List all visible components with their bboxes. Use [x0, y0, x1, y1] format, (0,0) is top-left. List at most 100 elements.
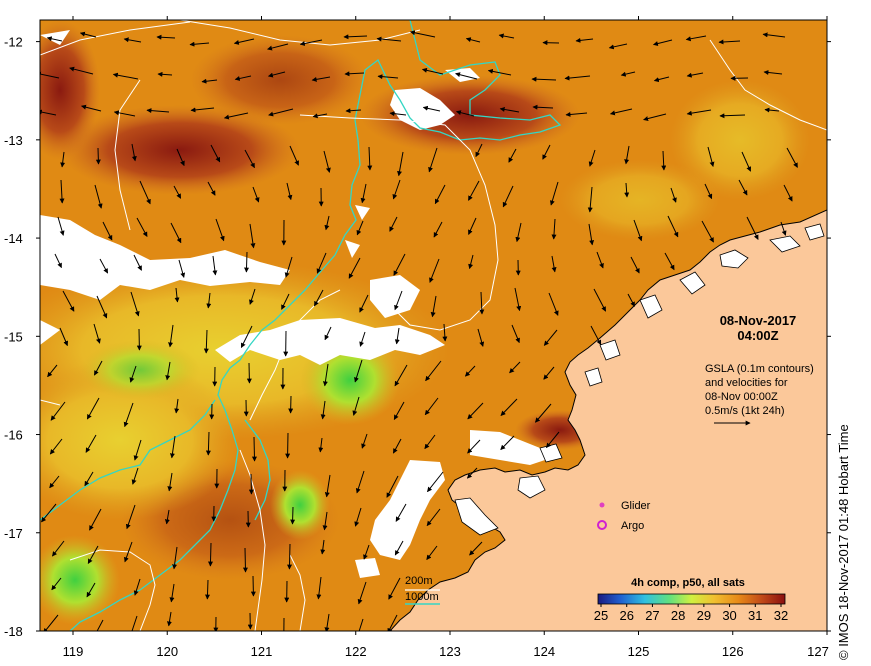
lat-tick-label: -14 [4, 231, 23, 246]
velocity-arrow [467, 402, 484, 420]
velocity-arrow [763, 69, 783, 75]
map-date: 08-Nov-2017 [720, 313, 797, 328]
velocity-arrow [464, 365, 476, 377]
velocity-arrow [475, 143, 483, 158]
velocity-arrow [532, 104, 554, 110]
velocity-arrow [156, 34, 176, 40]
velocity-arrow [670, 187, 677, 203]
velocity-arrow [389, 216, 398, 232]
velocity-arrow [316, 252, 327, 274]
velocity-arrow [587, 186, 593, 213]
velocity-arrow [354, 507, 362, 527]
velocity-arrow [455, 110, 475, 117]
velocity-arrow [701, 220, 714, 243]
velocity-arrow [514, 287, 522, 312]
lat-tick-label: -17 [4, 526, 23, 541]
velocity-arrow [86, 397, 100, 420]
velocity-arrow [359, 331, 366, 347]
velocity-arrow [99, 258, 109, 274]
velocity-arrow [267, 43, 289, 51]
velocity-arrow [242, 547, 248, 573]
velocity-arrow [316, 576, 322, 600]
velocity-arrow [565, 111, 588, 117]
lon-tick-label: 122 [345, 644, 367, 659]
velocity-arrow [397, 151, 404, 177]
velocity-arrow [542, 144, 551, 160]
velocity-arrow [324, 326, 332, 341]
velocity-arrow [113, 110, 136, 117]
velocity-arrow [348, 257, 361, 279]
argo-marker [597, 520, 607, 530]
lon-tick-label: 125 [628, 644, 650, 659]
velocity-arrow [427, 471, 444, 493]
colorbar [597, 593, 786, 605]
velocity-arrow [87, 545, 99, 564]
velocity-arrow [133, 439, 142, 461]
velocity-arrow [215, 218, 225, 242]
velocity-arrow [780, 221, 787, 236]
velocity-arrow [323, 150, 331, 173]
velocity-arrow [43, 614, 59, 631]
cool-anomaly [80, 340, 200, 400]
velocity-arrow [468, 254, 474, 270]
velocity-arrow [387, 614, 398, 631]
velocity-arrow [358, 618, 364, 631]
velocity-arrow [546, 431, 560, 449]
velocity-arrow [203, 329, 209, 354]
velocity-arrow [201, 78, 218, 84]
velocity-arrow [174, 287, 180, 303]
velocity-arrow [94, 184, 103, 209]
velocity-arrow [376, 36, 402, 42]
velocity-arrow [343, 34, 368, 40]
velocity-arrow [287, 543, 293, 570]
velocity-arrow [479, 291, 485, 315]
velocity-arrow [430, 295, 437, 318]
colorbar-tick-label: 26 [619, 608, 633, 623]
velocity-arrow [363, 544, 370, 560]
isobath-200m [69, 20, 562, 631]
velocity-arrow [47, 364, 58, 378]
velocity-arrow [477, 328, 485, 347]
colorbar-labels: 25 26 27 28 29 30 31 32 [594, 604, 788, 623]
velocity-arrow [707, 146, 715, 167]
velocity-arrow [549, 181, 559, 206]
velocity-arrow [165, 361, 171, 381]
velocity-arrow [468, 180, 480, 201]
plot-area [40, 20, 827, 631]
plot-frame [39, 19, 828, 632]
velocity-arrow [212, 255, 218, 276]
velocity-arrow [704, 183, 713, 200]
velocity-arrow [131, 467, 139, 485]
velocity-arrow [81, 104, 102, 112]
velocity-arrow [653, 76, 670, 83]
velocity-arrow [409, 30, 436, 38]
gsla-line-4: 0.5m/s (1kt 24h) [705, 405, 784, 417]
velocity-arrow [178, 259, 186, 278]
velocity-arrow [89, 508, 102, 531]
velocity-arrow [207, 181, 216, 196]
coastal-islands [454, 223, 825, 536]
velocity-arrow [324, 613, 330, 631]
velocity-arrow [205, 431, 211, 456]
velocity-arrow [590, 325, 602, 346]
velocity-arrow [59, 179, 65, 204]
velocity-arrow [320, 400, 326, 420]
velocity-arrow [322, 363, 329, 387]
lon-axis: 119 120 121 122 123 124 125 126 127 [63, 16, 829, 659]
velocity-arrow [299, 39, 323, 46]
velocity-arrow [500, 435, 515, 451]
velocity-arrow [313, 289, 324, 307]
velocity-arrow [123, 402, 134, 428]
glider-marker [599, 502, 605, 508]
velocity-arrow [620, 71, 636, 77]
velocity-arrow [290, 506, 296, 525]
velocity-arrow [157, 71, 173, 77]
velocity-arrow [360, 183, 367, 204]
velocity-arrow [60, 151, 66, 168]
velocity-arrow [167, 472, 173, 492]
velocity-arrow [548, 292, 559, 316]
velocity-arrow [511, 324, 520, 344]
velocity-arrow [62, 290, 75, 312]
velocity-arrow [469, 541, 483, 556]
velocity-arrow [125, 504, 136, 530]
